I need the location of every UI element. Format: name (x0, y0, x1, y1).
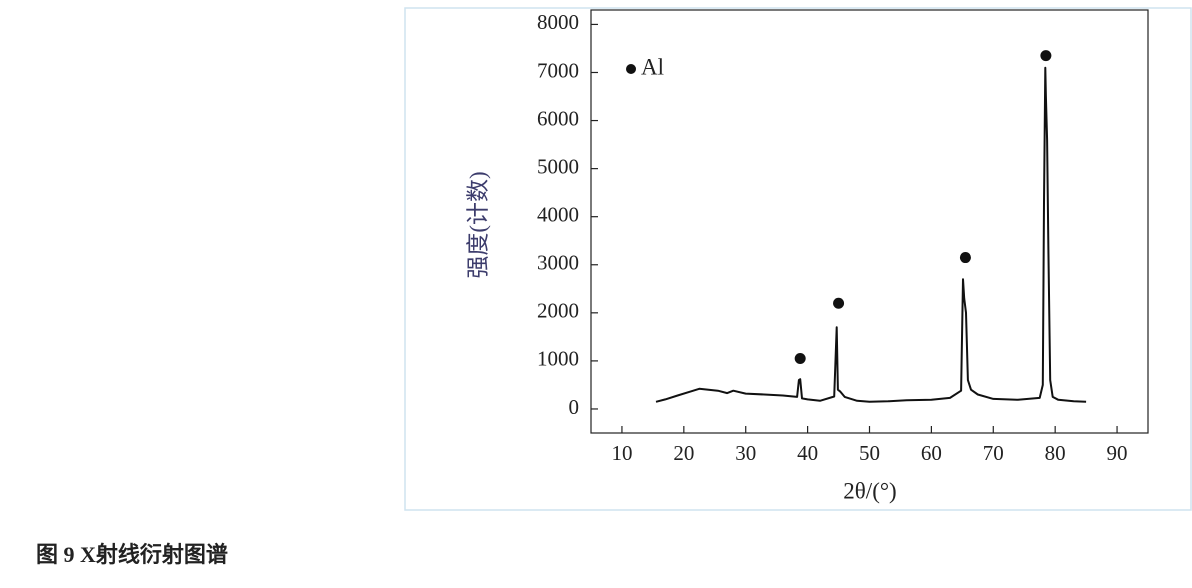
figure-caption: 图 9 X射线衍射图谱 (36, 542, 228, 567)
y-tick-label: 7000 (537, 58, 579, 82)
y-tick-label: 6000 (537, 106, 579, 130)
figure-frame (404, 7, 1192, 511)
x-tick-label: 60 (921, 441, 942, 465)
pattern-line (655, 66, 1087, 403)
peak-marker (959, 252, 971, 264)
x-tick-label: 40 (797, 441, 818, 465)
y-tick-label: 8000 (537, 10, 579, 34)
y-tick-label: 2000 (537, 299, 579, 323)
peak-marker (794, 352, 806, 364)
x-tick-label: 80 (1045, 441, 1066, 465)
peak-marker (1040, 50, 1052, 62)
x-axis-label: 2θ/(°) (843, 478, 896, 503)
y-tick-label: 4000 (537, 203, 579, 227)
legend-label: Al (641, 54, 664, 79)
x-tick-label: 70 (983, 441, 1004, 465)
x-tick-label: 90 (1107, 441, 1128, 465)
y-tick-label: 0 (569, 395, 580, 419)
plot-frame (590, 9, 1149, 434)
y-tick-label: 3000 (537, 251, 579, 275)
y-tick-label: 5000 (537, 154, 579, 178)
legend-marker (626, 64, 636, 74)
peak-marker (833, 297, 845, 309)
x-tick-label: 10 (611, 441, 632, 465)
x-tick-label: 30 (735, 441, 756, 465)
x-tick-label: 20 (673, 441, 694, 465)
x-tick-label: 50 (859, 441, 880, 465)
y-tick-label: 1000 (537, 347, 579, 371)
y-axis-label: 强度(计数) (465, 171, 490, 278)
